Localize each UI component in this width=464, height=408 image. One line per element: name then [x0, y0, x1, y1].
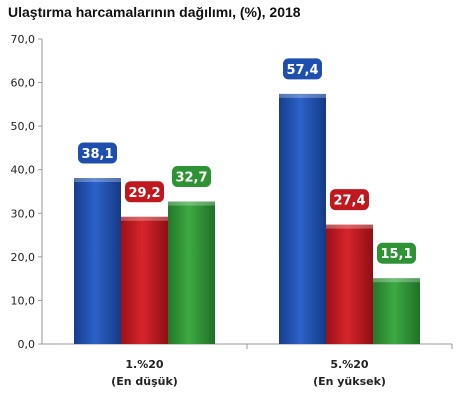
- data-label-box: [77, 141, 118, 165]
- data-label-box: [124, 180, 165, 204]
- data-label-box: [282, 57, 323, 81]
- bar-top-highlight: [326, 224, 373, 229]
- y-tick-label: 20,0: [11, 251, 36, 264]
- y-tick-label: 50,0: [11, 120, 36, 133]
- bar-top-highlight: [168, 201, 215, 206]
- data-label: 32,7: [175, 171, 207, 186]
- y-tick-label: 0,0: [18, 338, 36, 351]
- bar: [373, 278, 420, 344]
- y-tick-label: 30,0: [11, 207, 36, 220]
- bar-top-highlight: [121, 216, 168, 221]
- bar-top-highlight: [279, 93, 326, 98]
- y-tick-label: 60,0: [11, 77, 36, 90]
- bar-top-highlight: [74, 177, 121, 182]
- data-label-box: [171, 165, 212, 189]
- chart-title: Ulaştırma harcamalarının dağılımı, (%), …: [8, 4, 301, 20]
- y-tick-label: 10,0: [11, 294, 36, 307]
- y-tick-label: 70,0: [11, 33, 36, 46]
- bar: [279, 93, 326, 345]
- data-label: 38,1: [81, 147, 113, 162]
- data-label: 15,1: [380, 247, 412, 262]
- x-category-label: 5.%20: [330, 358, 369, 371]
- x-category-sublabel: (En yüksek): [313, 375, 386, 388]
- data-label: 27,4: [333, 194, 365, 209]
- data-label-box: [329, 188, 370, 212]
- bar: [121, 216, 168, 344]
- bar-top-highlight: [373, 278, 420, 283]
- bar: [74, 177, 121, 344]
- data-label: 57,4: [286, 63, 318, 78]
- bar: [168, 201, 215, 344]
- data-label-box: [376, 241, 417, 265]
- x-category-sublabel: (En düşük): [111, 375, 178, 388]
- x-category-label: 1.%20: [125, 358, 164, 371]
- bar: [326, 224, 373, 344]
- data-label: 29,2: [128, 186, 160, 201]
- y-tick-label: 40,0: [11, 164, 36, 177]
